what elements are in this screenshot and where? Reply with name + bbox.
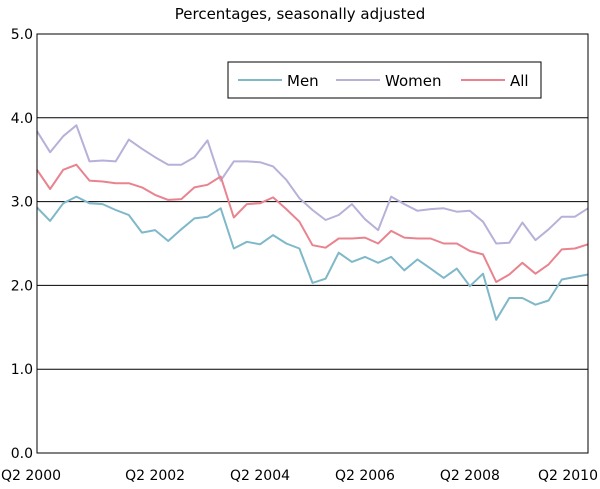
y-tick-label: 2.0	[11, 278, 33, 294]
legend-label-women: Women	[385, 72, 441, 90]
data-series	[36, 124, 589, 321]
y-tick-label: 3.0	[11, 195, 33, 211]
y-tick-label: 0.0	[11, 446, 33, 462]
legend-label-men: Men	[287, 72, 319, 90]
series-line-all	[36, 163, 589, 283]
y-tick-label: 5.0	[11, 27, 33, 43]
x-tick-label: Q2 2002	[125, 468, 185, 484]
y-tick-label: 4.0	[11, 111, 33, 127]
x-tick-label: Q2 2000	[1, 468, 61, 484]
x-tick-label: Q2 2006	[335, 468, 395, 484]
x-axis-tick-labels: Q2 2000 Q2 2002 Q2 2004 Q2 2006 Q2 2008 Q2 20…	[1, 468, 598, 484]
x-tick-label: Q2 2010	[538, 468, 598, 484]
x-tick-label: Q2 2008	[440, 468, 500, 484]
y-tick-label: 1.0	[11, 362, 33, 378]
series-line-women	[36, 124, 589, 245]
series-line-men	[36, 195, 589, 321]
legend: Men Women All	[227, 61, 542, 99]
legend-label-all: All	[510, 72, 529, 90]
x-tick-label: Q2 2004	[230, 468, 290, 484]
chart-title: Percentages, seasonally adjusted	[175, 5, 425, 23]
plot-frame	[36, 33, 589, 454]
y-axis-tick-labels: 0.0 1.0 2.0 3.0 4.0 5.0	[11, 27, 33, 462]
